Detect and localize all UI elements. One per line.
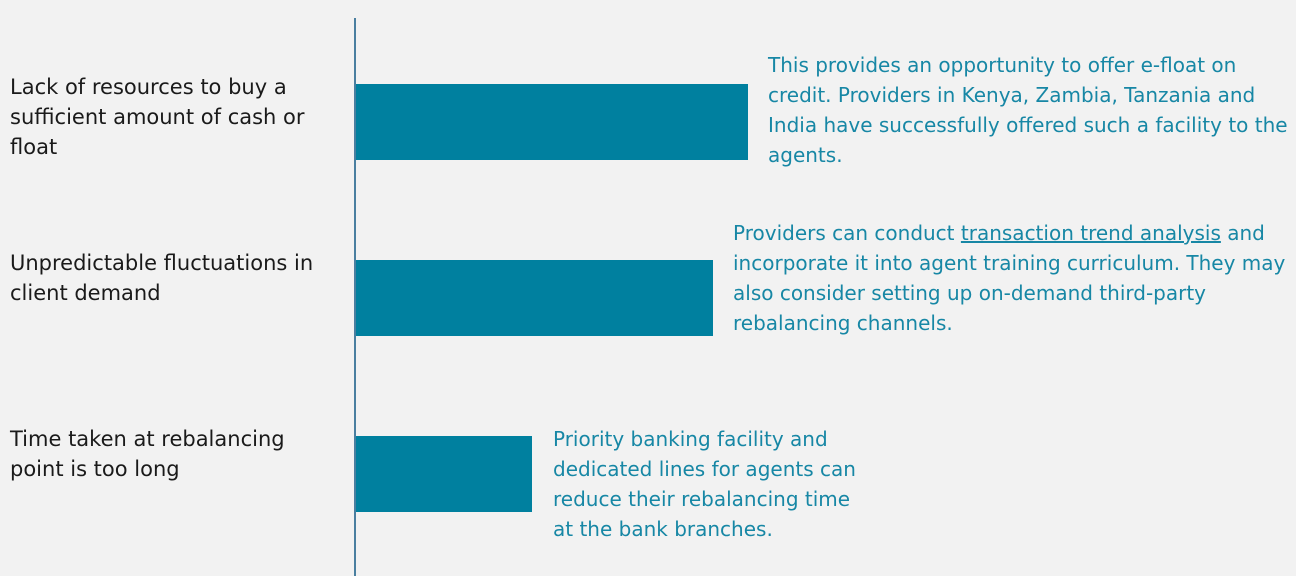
annotation: This provides an opportunity to offer e-… [768, 53, 1288, 167]
category-label: Unpredictable fluctuations in client dem… [10, 251, 314, 305]
annotation: Providers can conduct transaction trend … [733, 218, 1293, 338]
axis-line [354, 18, 356, 576]
bar [356, 84, 748, 160]
bar [356, 436, 533, 512]
annotation-text: and incorporate it into agent training c… [733, 221, 1286, 335]
bar [356, 260, 713, 336]
link[interactable]: transaction trend analysis [960, 221, 1221, 245]
category-label: Lack of resources to buy a sufficient am… [10, 75, 305, 159]
category-label: Time taken at rebalancing point is too l… [10, 427, 285, 481]
annotation-text: Providers can conduct [733, 221, 955, 245]
annotation: Priority banking facility and dedicated … [553, 427, 856, 541]
